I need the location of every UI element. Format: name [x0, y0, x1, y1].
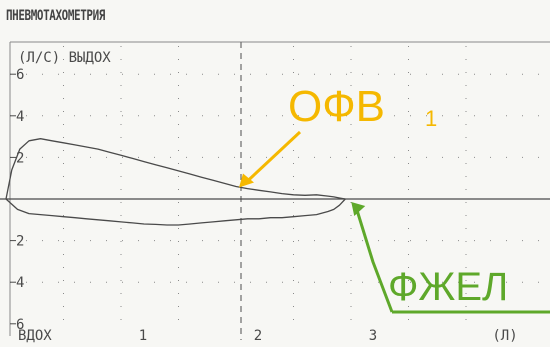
x-tick-label: 1 [139, 328, 147, 344]
fvc-label: ФЖЕЛ [388, 265, 508, 309]
x-axis-label: (Л) [492, 328, 517, 344]
y-tick-label: 4 [16, 109, 24, 125]
y-tick-label: 6 [16, 67, 24, 83]
x-tick-label: 3 [369, 328, 377, 344]
y-tick-label: 2 [16, 150, 24, 166]
y-tick-label: 6 [16, 317, 24, 333]
y-axis-label-inspiration: ВДОХ [18, 328, 52, 344]
fvc-arrow-shaft [355, 210, 394, 313]
fev1-arrow-head [239, 173, 254, 188]
series-line-expiration [5, 138, 346, 200]
fev1-arrow-shaft [245, 130, 302, 183]
y-tick-label: 4 [16, 275, 24, 291]
series-line-inspiration [5, 198, 346, 226]
y-tick-label: 2 [16, 234, 24, 250]
fev1-label-subscript: 1 [425, 106, 437, 131]
fev1-label: ОФВ [288, 82, 385, 131]
screen-title: ПНЕВМОТАХОМЕТРИЯ [6, 8, 105, 24]
y-axis-label: (Л/С) ВЫДОХ [18, 50, 111, 66]
x-tick-label: 2 [254, 328, 262, 344]
fvc-arrow-head [351, 202, 366, 216]
